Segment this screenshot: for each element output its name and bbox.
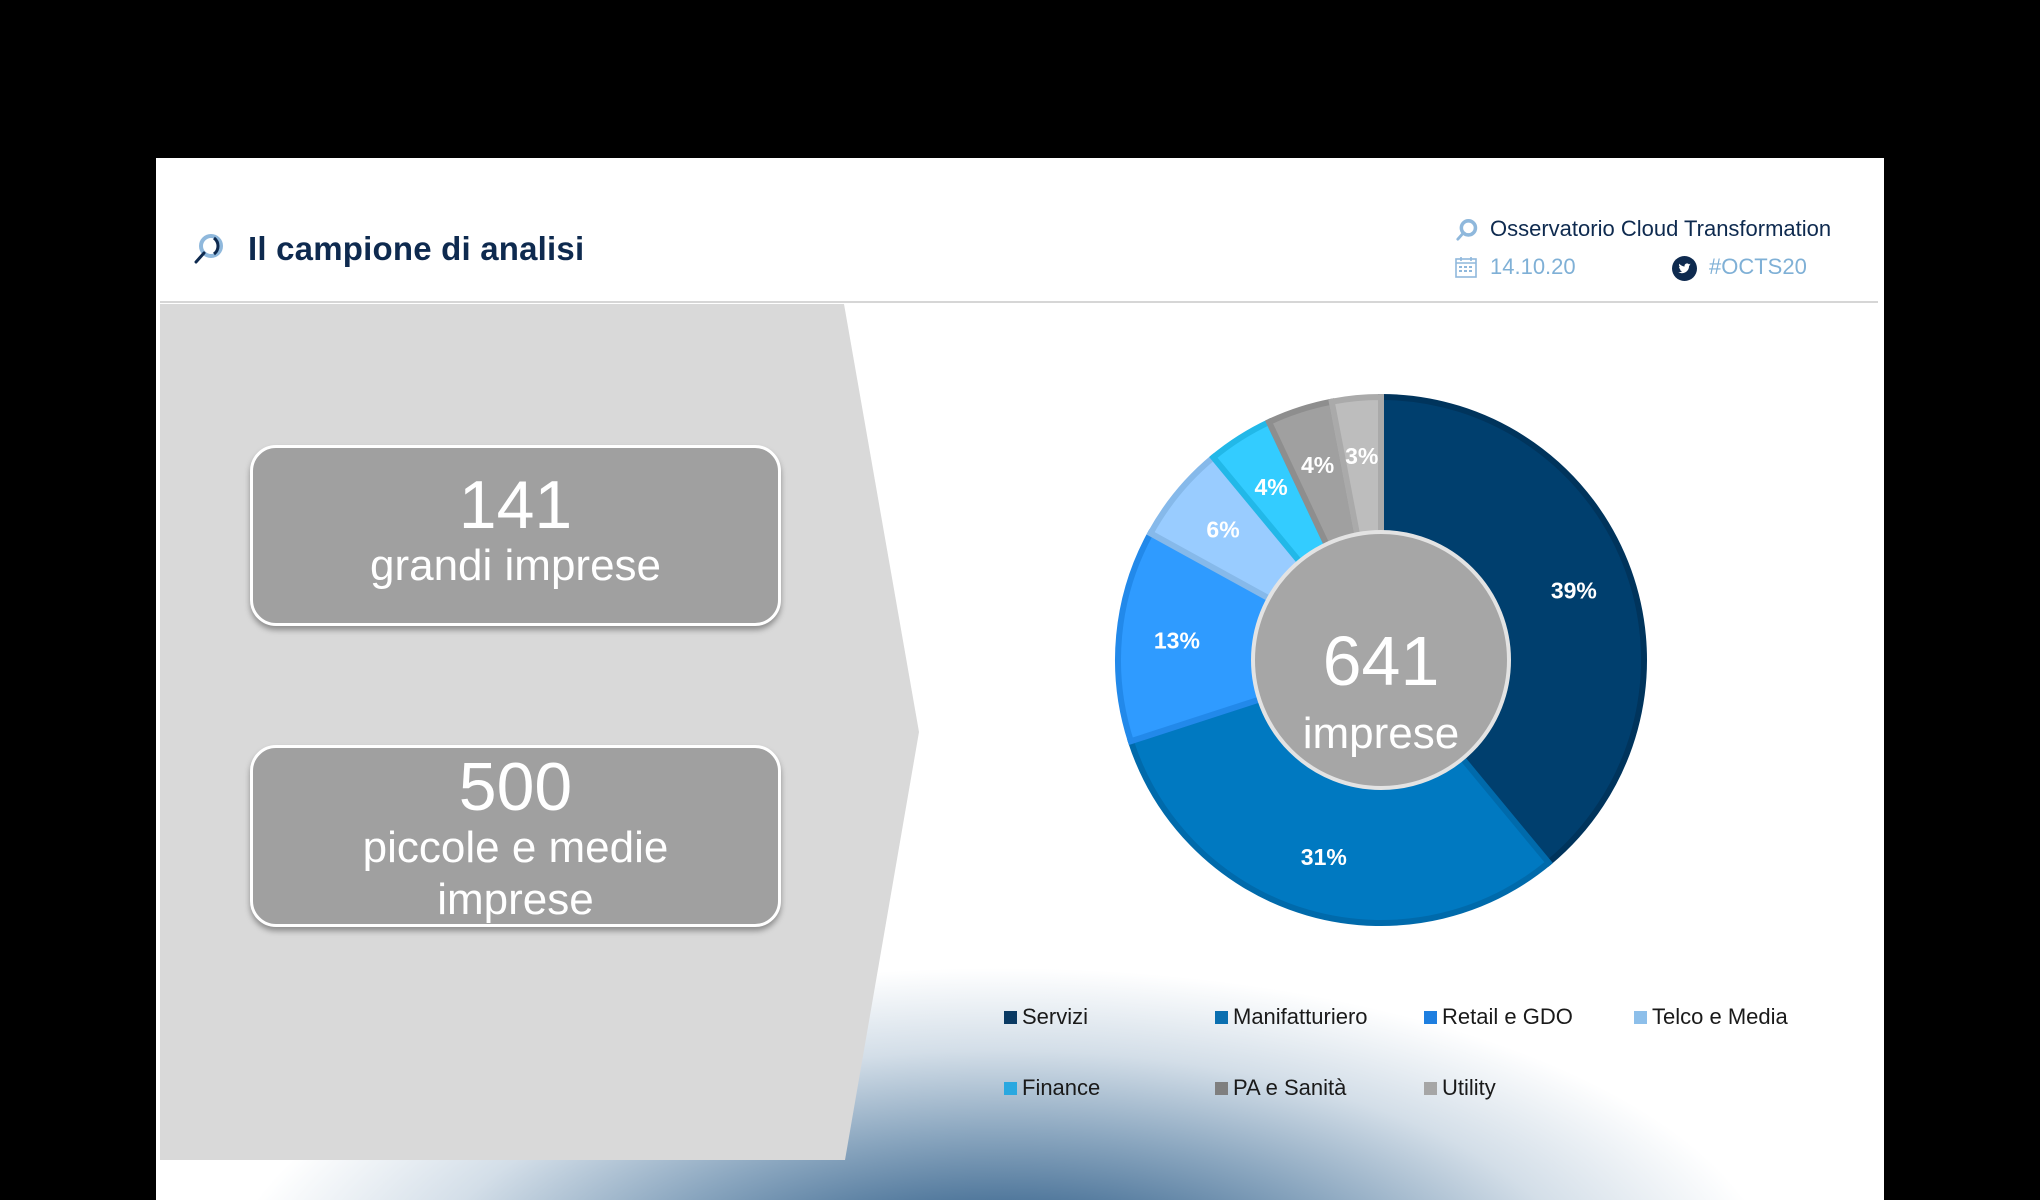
legend-swatch-icon [1424,1081,1437,1095]
calendar-icon [1455,257,1477,278]
slice-value-label: 13% [1154,628,1200,654]
legend-swatch-icon [1424,1010,1437,1024]
legend-item: Manifatturiero [1215,1003,1368,1031]
magnifier-icon [194,234,223,264]
legend-label: Utility [1442,1075,1496,1100]
stat-value: 141 [458,467,573,543]
header-divider [160,301,1878,303]
slice-value-label: 39% [1551,578,1597,604]
stat-box-large-companies: 141 grandi imprese [250,445,781,626]
stat-label-line1: piccole e medie [362,823,669,872]
legend-swatch-icon [1004,1010,1017,1024]
organization-name: Osservatorio Cloud Transformation [1490,216,1832,241]
legend-item: Servizi [1004,1003,1088,1031]
donut-center-value: 641 [1323,622,1440,700]
slice-labels: 39% 31% 13% 6% 4% 4% 3% [1154,443,1597,870]
legend-item: PA e Sanità [1215,1074,1346,1102]
legend-label: Servizi [1022,1004,1089,1029]
legend-swatch-icon [1634,1010,1647,1024]
donut-center-circle [1251,530,1511,790]
legend-label: Telco e Media [1652,1004,1788,1029]
event-date: 14.10.20 [1490,254,1576,279]
slice-value-label: 3% [1345,443,1378,469]
legend-swatch-icon [1004,1081,1017,1095]
stat-label-line2: imprese [437,875,594,924]
legend-item: Utility [1424,1074,1496,1102]
slice-value-label: 4% [1255,474,1288,500]
legend-item: Telco e Media [1634,1003,1788,1031]
slice-value-label: 4% [1301,452,1334,478]
page-title: Il campione di analisi [248,230,585,267]
slice-value-label: 31% [1301,844,1347,870]
legend-item: Retail e GDO [1424,1003,1573,1031]
twitter-icon[interactable] [1672,256,1697,281]
legend-label: PA e Sanità [1233,1075,1347,1100]
legend-label: Retail e GDO [1442,1004,1573,1029]
magnifier-icon [1456,219,1478,241]
event-hashtag[interactable]: #OCTS20 [1709,254,1807,279]
slice-value-label: 6% [1206,516,1239,542]
legend-item: Finance [1004,1074,1100,1102]
slide: Il campione di analisi Osservatorio Clou… [156,158,1884,1200]
legend-swatch-icon [1215,1081,1228,1095]
legend-label: Manifatturiero [1233,1004,1368,1029]
legend-label: Finance [1022,1075,1101,1100]
stat-value: 500 [458,749,573,825]
donut-chart: 641 imprese 39% 31% 13% 6% 4% 4% 3% [1115,393,1647,926]
stat-box-sme-companies: 500 piccole e medie imprese [250,745,781,927]
donut-center-label: imprese [1303,709,1460,758]
stat-label: grandi imprese [369,541,662,590]
legend-swatch-icon [1215,1010,1228,1024]
